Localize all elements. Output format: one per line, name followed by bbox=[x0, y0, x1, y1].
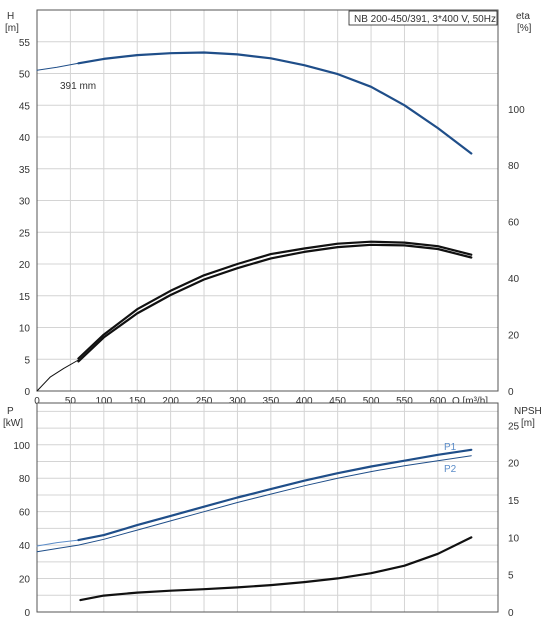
y-tick-label-npsh: 5 bbox=[508, 571, 514, 582]
npsh-axis-label: NPSH bbox=[514, 406, 542, 417]
y-tick-label-power: 40 bbox=[19, 541, 31, 552]
npsh-axis-unit: [m] bbox=[521, 418, 535, 429]
impeller-diameter-label: 391 mm bbox=[60, 81, 96, 92]
top-plot-border bbox=[36, 9, 499, 392]
y-tick-label-head: 50 bbox=[19, 70, 31, 81]
y-tick-label-head: 35 bbox=[19, 165, 31, 176]
y-tick-label-head: 20 bbox=[19, 260, 31, 271]
x-tick-label: 600 bbox=[430, 396, 447, 407]
efficiency-curve-extension bbox=[36, 359, 79, 392]
y-tick-label-npsh: 20 bbox=[508, 459, 520, 470]
head-curve-extension bbox=[36, 62, 79, 71]
title-box-frame bbox=[348, 10, 498, 26]
x-tick-label: 500 bbox=[363, 396, 380, 407]
x-tick-label: 200 bbox=[162, 396, 179, 407]
eta-axis-label: eta bbox=[516, 11, 530, 22]
y-tick-label-power: 60 bbox=[19, 508, 31, 519]
power-p2-curve bbox=[36, 455, 472, 553]
y-tick-label-eta: 80 bbox=[508, 161, 520, 172]
x-tick-label: 450 bbox=[329, 396, 346, 407]
y-tick-label-eta: 20 bbox=[508, 331, 520, 342]
y-tick-label-head: 25 bbox=[19, 228, 31, 239]
y-tick-label-npsh: 25 bbox=[508, 421, 520, 432]
head-axis-unit: [m] bbox=[5, 23, 19, 34]
y-tick-label-eta: 0 bbox=[508, 387, 514, 398]
y-tick-label-eta: 100 bbox=[508, 105, 525, 116]
y-tick-label-npsh: 0 bbox=[508, 608, 514, 619]
y-tick-label-power: 0 bbox=[24, 608, 30, 619]
y-tick-label-eta: 40 bbox=[508, 274, 520, 285]
x-tick-label: 350 bbox=[262, 396, 279, 407]
x-tick-label: 550 bbox=[396, 396, 413, 407]
bottom-plot-frame bbox=[36, 402, 499, 613]
x-tick-label: 300 bbox=[229, 396, 246, 407]
x-tick-label: 100 bbox=[95, 396, 112, 407]
y-tick-label-power: 20 bbox=[19, 575, 31, 586]
x-tick-label: 150 bbox=[129, 396, 146, 407]
y-tick-label-head: 10 bbox=[19, 324, 31, 335]
y-tick-label-power: 100 bbox=[13, 441, 30, 452]
y-tick-label-power: 80 bbox=[19, 474, 31, 485]
power-p1-curve bbox=[77, 448, 473, 542]
x-tick-label: 0 bbox=[34, 396, 40, 407]
y-tick-label-head: 0 bbox=[24, 387, 30, 398]
npsh-curve bbox=[79, 536, 473, 602]
y-tick-label-head: 45 bbox=[19, 101, 31, 112]
y-tick-label-head: 40 bbox=[19, 133, 31, 144]
head-axis-label: H bbox=[7, 11, 14, 22]
y-tick-label-head: 5 bbox=[24, 355, 30, 366]
eta-axis-unit: [%] bbox=[517, 23, 532, 34]
p1-series-label: P1 bbox=[444, 442, 457, 453]
x-tick-label: 250 bbox=[196, 396, 213, 407]
y-tick-label-head: 30 bbox=[19, 197, 31, 208]
y-tick-label-head: 15 bbox=[19, 292, 31, 303]
x-tick-label: 50 bbox=[65, 396, 77, 407]
y-tick-label-eta: 60 bbox=[508, 218, 520, 229]
power-axis-unit: [kW] bbox=[3, 418, 23, 429]
bottom-plot-border bbox=[36, 402, 499, 613]
power-axis-label: P bbox=[7, 406, 14, 417]
x-axis-label: Q [m³/h] bbox=[452, 396, 488, 407]
y-tick-label-npsh: 15 bbox=[508, 496, 520, 507]
efficiency-curve-lower bbox=[77, 243, 473, 363]
head-curve bbox=[77, 51, 473, 155]
efficiency-curve-upper bbox=[77, 240, 473, 360]
power-p1-curve-extension bbox=[36, 539, 79, 547]
x-tick-label: 400 bbox=[296, 396, 313, 407]
y-tick-label-head: 55 bbox=[19, 38, 31, 49]
y-tick-label-npsh: 10 bbox=[508, 533, 520, 544]
p2-series-label: P2 bbox=[444, 464, 457, 475]
title-box-text: NB 200-450/391, 3*400 V, 50Hz bbox=[354, 14, 496, 25]
